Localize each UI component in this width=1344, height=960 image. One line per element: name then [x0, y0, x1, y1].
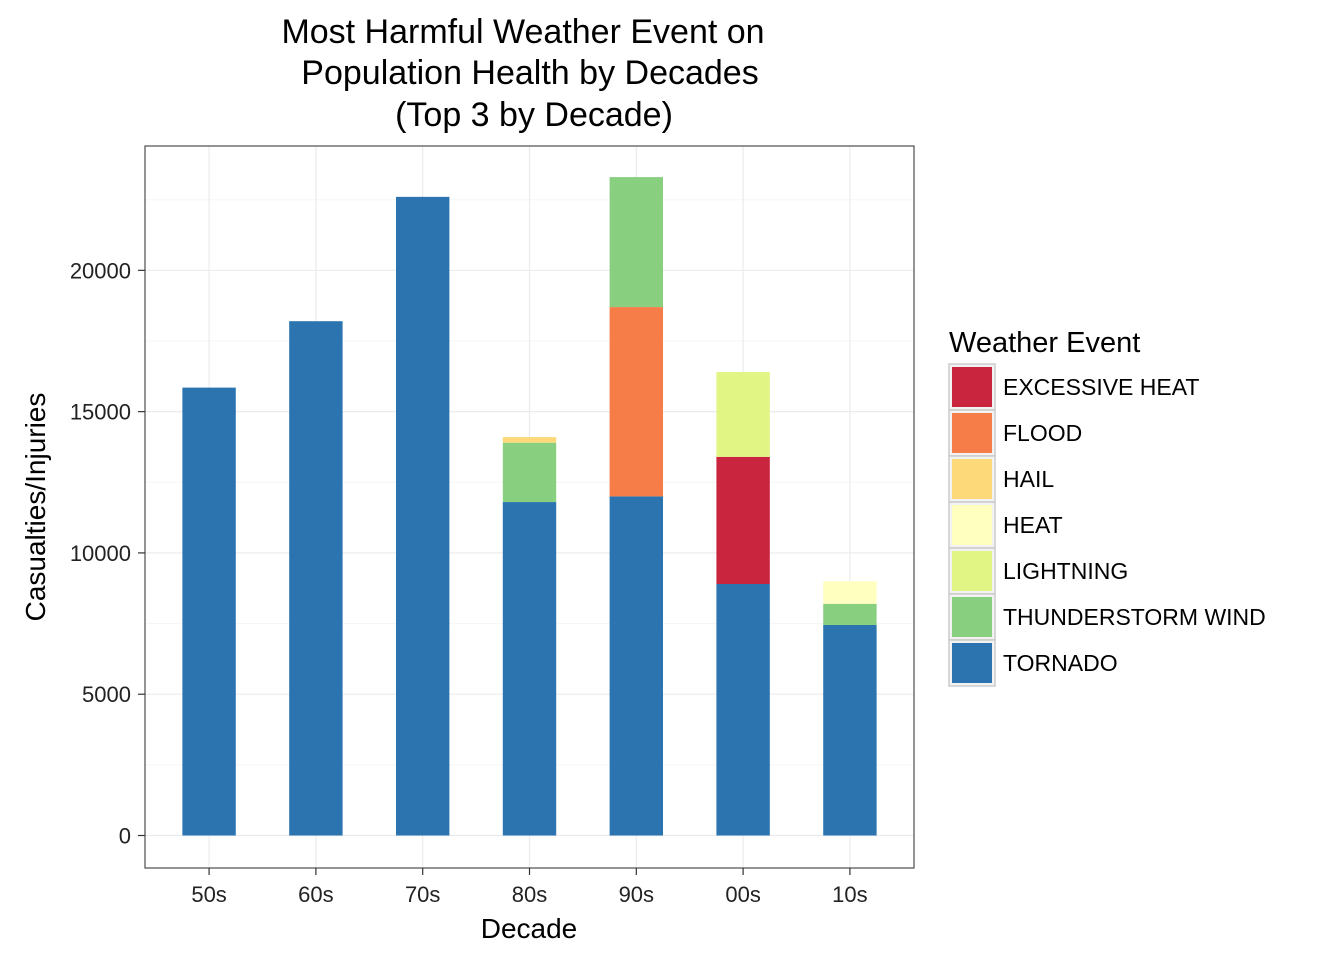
x-tick-label: 10s — [832, 882, 867, 907]
y-tick-label: 15000 — [70, 400, 131, 425]
x-axis: 50s 60s 70s 80s 90s 00s 10s — [191, 868, 868, 907]
legend-swatch-hail — [952, 459, 992, 499]
bar-00s-tornado — [716, 584, 770, 836]
legend-label: HAIL — [1003, 466, 1054, 492]
bar-60s-tornado — [289, 321, 343, 836]
legend-swatch-flood — [952, 413, 992, 453]
x-tick-label: 80s — [512, 882, 547, 907]
bar-10s-thunderstorm-wind — [823, 603, 877, 625]
bar-00s-excessive-heat — [716, 456, 770, 585]
legend-label: TORNADO — [1003, 650, 1118, 676]
bar-90s-tornado — [609, 496, 664, 836]
x-tick-label: 90s — [619, 882, 654, 907]
bar-90s-thunderstorm-wind — [609, 177, 664, 308]
x-tick-label: 50s — [191, 882, 226, 907]
bar-50s-tornado — [182, 387, 236, 836]
bar-80s-tornado — [502, 502, 557, 836]
x-tick-label: 00s — [725, 882, 760, 907]
bar-90s-flood — [609, 307, 664, 497]
bar-10s-heat — [823, 581, 877, 604]
y-tick-label: 5000 — [82, 682, 131, 707]
bar-80s-hail — [502, 437, 557, 443]
y-tick-label: 20000 — [70, 258, 131, 283]
legend: Weather Event EXCESSIVE HEAT FLOOD HAIL HEA… — [948, 327, 1266, 687]
title-line-3: (Top 3 by Decade) — [395, 96, 673, 134]
legend-label: EXCESSIVE HEAT — [1003, 374, 1199, 400]
title-line-1: Most Harmful Weather Event on — [281, 13, 764, 51]
y-tick-label: 0 — [119, 824, 131, 849]
bar-10s-tornado — [823, 624, 877, 836]
title-line-2: Population Health by Decades — [301, 54, 758, 92]
legend-label: HEAT — [1003, 512, 1063, 538]
x-tick-label: 70s — [405, 882, 440, 907]
bar-70s-tornado — [395, 196, 450, 836]
legend-swatch-tornado — [952, 643, 992, 683]
y-axis-title: Casualties/Injuries — [20, 393, 51, 622]
legend-title: Weather Event — [949, 327, 1140, 359]
legend-swatch-thunderstorm-wind — [952, 597, 992, 637]
bar-00s-lightning — [716, 372, 770, 457]
chart-title: Most Harmful Weather Event on Population… — [281, 13, 764, 134]
legend-label: FLOOD — [1003, 420, 1082, 446]
y-axis: 0 5000 10000 15000 20000 — [70, 258, 145, 849]
legend-label: THUNDERSTORM WIND — [1003, 604, 1266, 630]
legend-swatch-excessive-heat — [952, 367, 992, 407]
bar-80s-thunderstorm-wind — [502, 442, 557, 503]
legend-label: LIGHTNING — [1003, 558, 1128, 584]
x-axis-title: Decade — [481, 913, 578, 944]
bars — [182, 177, 877, 836]
legend-swatch-heat — [952, 505, 992, 545]
y-tick-label: 10000 — [70, 541, 131, 566]
x-tick-label: 60s — [298, 882, 333, 907]
legend-swatch-lightning — [952, 551, 992, 591]
